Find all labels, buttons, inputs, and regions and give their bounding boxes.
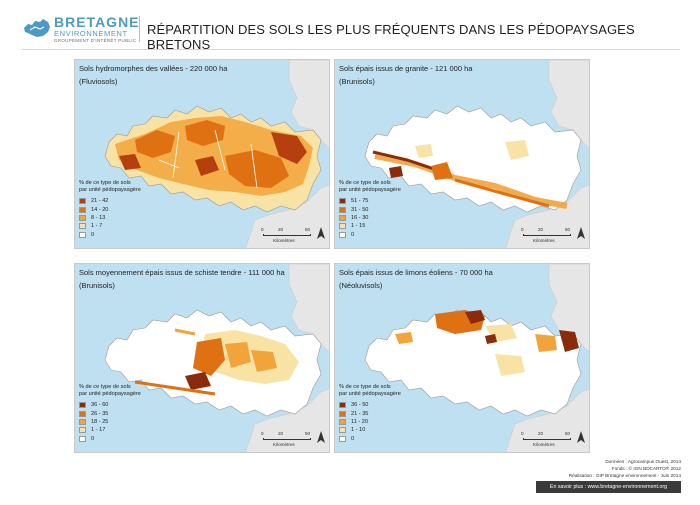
- legend-item: 21 - 35: [339, 409, 459, 417]
- map-panel-limons: Sols épais issus de limons éoliens - 70 …: [334, 263, 590, 453]
- legend-item: 1 - 7: [79, 222, 199, 230]
- legend-item: 16 - 30: [339, 214, 459, 222]
- credit-author: Réalisation : GIP Bretagne environnement…: [568, 473, 681, 478]
- map-panel-fluviosols: Sols hydromorphes des vallées - 220 000 …: [74, 59, 330, 249]
- legend-title: % de ce type de sols par unité pédopaysa…: [339, 180, 401, 193]
- panel-subtitle: (Néoluvisols): [339, 281, 383, 290]
- scale-bar: 0 20 50 Kilomètres: [261, 431, 327, 451]
- legend-item: 8 - 13: [79, 214, 199, 222]
- credit-basemap: Fonds : © IGN BDCARTO® 2012: [611, 466, 681, 471]
- legend-item: 1 - 17: [79, 426, 199, 434]
- credit-data-source: Données : Agrocampus Ouest, 2014: [605, 459, 681, 464]
- map-panel-granite: Sols épais issus de granite - 121 000 ha…: [334, 59, 590, 249]
- panel-title: Sols épais issus de limons éoliens - 70 …: [339, 268, 493, 277]
- legend-item: 31 - 50: [339, 205, 459, 213]
- legend-item: 0: [339, 231, 459, 239]
- title-divider: [22, 49, 680, 50]
- scale-bar: 0 20 50 Kilomètres: [521, 431, 587, 451]
- panel-title: Sols hydromorphes des vallées - 220 000 …: [79, 64, 228, 73]
- map-legend: % de ce type de sols par unité pédopaysa…: [339, 384, 459, 443]
- legend-item: 14 - 20: [79, 205, 199, 213]
- credits: Données : Agrocampus Ouest, 2014 Fonds :…: [536, 458, 681, 479]
- panel-subtitle: (Brunisols): [79, 281, 115, 290]
- legend-item: 51 - 75: [339, 197, 459, 205]
- map-legend: % de ce type de sols par unité pédopaysa…: [79, 180, 199, 239]
- map-schiste: [104, 264, 329, 452]
- map-granite: [364, 60, 589, 248]
- legend-title: % de ce type de sols par unité pédopaysa…: [339, 384, 401, 397]
- north-arrow-icon: [577, 431, 585, 443]
- scale-bar: 0 20 50 Kilomètres: [521, 227, 587, 247]
- header: BRETAGNE ENVIRONNEMENT GROUPEMENT D'INTÉ…: [0, 0, 700, 52]
- bretagne-environnement-logo: BRETAGNE ENVIRONNEMENT GROUPEMENT D'INTÉ…: [22, 14, 139, 46]
- scale-bar: 0 20 50 Kilomètres: [261, 227, 327, 247]
- north-arrow-icon: [577, 227, 585, 239]
- legend-item: 11 - 20: [339, 418, 459, 426]
- title-separator: [139, 16, 140, 42]
- legend-item: 0: [79, 231, 199, 239]
- legend-item: 1 - 15: [339, 222, 459, 230]
- panel-subtitle: (Brunisols): [339, 77, 375, 86]
- map-legend: % de ce type de sols par unité pédopaysa…: [79, 384, 199, 443]
- legend-title: % de ce type de sols par unité pédopaysa…: [79, 180, 141, 193]
- panel-title: Sols moyennement épais issus de schiste …: [79, 268, 285, 277]
- logo-name: BRETAGNE: [54, 14, 140, 30]
- logo-tagline: GROUPEMENT D'INTÉRÊT PUBLIC: [54, 38, 137, 43]
- north-arrow-icon: [317, 227, 325, 239]
- map-fluviosols: [104, 60, 329, 248]
- legend-item: 26 - 35: [79, 409, 199, 417]
- legend-item: 0: [79, 435, 199, 443]
- map-limons: [364, 264, 589, 452]
- north-arrow-icon: [317, 431, 325, 443]
- panel-title: Sols épais issus de granite - 121 000 ha: [339, 64, 473, 73]
- legend-item: 36 - 50: [339, 401, 459, 409]
- legend-item: 18 - 25: [79, 418, 199, 426]
- map-legend: % de ce type de sols par unité pédopaysa…: [339, 180, 459, 239]
- map-panel-schiste: Sols moyennement épais issus de schiste …: [74, 263, 330, 453]
- panel-subtitle: (Fluviosols): [79, 77, 118, 86]
- logo-subtitle: ENVIRONNEMENT: [54, 29, 128, 38]
- legend-item: 1 - 10: [339, 426, 459, 434]
- brittany-logo-icon: [24, 19, 50, 37]
- page-title: RÉPARTITION DES SOLS LES PLUS FRÉQUENTS …: [147, 22, 635, 52]
- legend-item: 0: [339, 435, 459, 443]
- legend-title: % de ce type de sols par unité pédopaysa…: [79, 384, 141, 397]
- legend-item: 21 - 42: [79, 197, 199, 205]
- more-info-link[interactable]: En savoir plus : www.bretagne-environnem…: [536, 481, 681, 493]
- legend-item: 36 - 60: [79, 401, 199, 409]
